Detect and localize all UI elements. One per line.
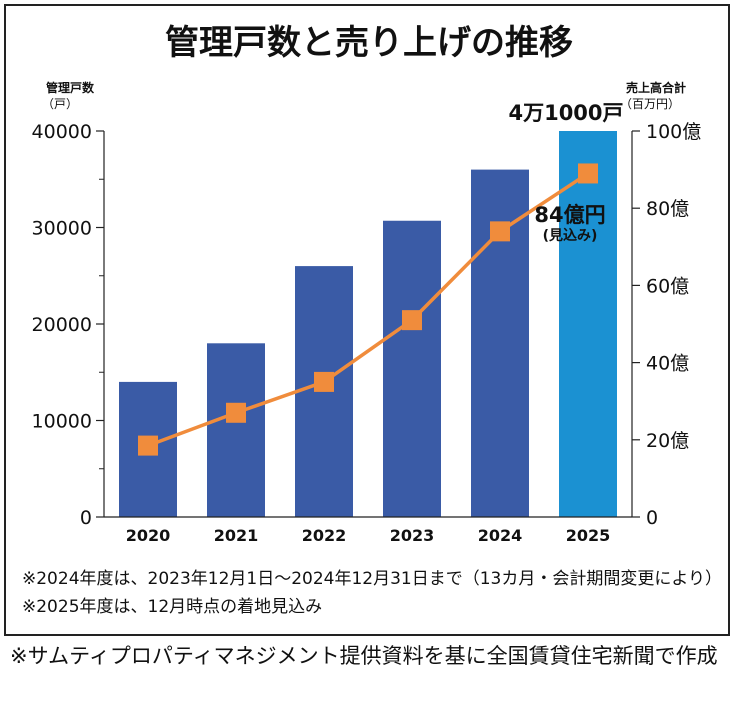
chart-title: 管理戸数と売り上げの推移	[165, 23, 573, 63]
right-axis-label: 売上高合計	[626, 80, 686, 95]
sales-point-2024	[490, 221, 510, 242]
right-tick-label: 80億	[646, 198, 689, 220]
chart: 管理戸数と売り上げの推移 管理戸数 （戸） 売上高合計 （百万円） 0 10000…	[22, 23, 722, 617]
right-tick-label: 40億	[646, 353, 689, 375]
bar-2025	[559, 131, 617, 517]
bar-2021	[207, 343, 265, 517]
sales-point-2022	[314, 371, 334, 392]
right-axis-unit: （百万円）	[620, 97, 680, 111]
sales-point-2023	[402, 310, 422, 331]
sales-point-2021	[226, 402, 246, 423]
right-tick-label: 60億	[646, 275, 689, 297]
x-tick-label: 2021	[214, 526, 259, 545]
x-tick-label: 2023	[390, 526, 435, 545]
bar-2023	[383, 220, 441, 517]
sales-point-2020	[138, 435, 158, 456]
x-tick-label: 2024	[478, 526, 523, 545]
left-axis-unit: （戸）	[42, 97, 78, 111]
left-tick-label: 40000	[32, 121, 92, 143]
chart-note-1: ※2024年度は、2023年12月1日〜2024年12月31日まで（13カ月・会…	[22, 569, 722, 589]
chart-note-2: ※2025年度は、12月時点の着地見込み	[22, 597, 322, 617]
x-tick-label: 2020	[126, 526, 171, 545]
line-2025-annotation: 84億円	[534, 203, 605, 227]
left-axis-label: 管理戸数	[46, 80, 95, 95]
right-tick-label: 100億	[646, 121, 701, 143]
x-tick-label: 2022	[302, 526, 347, 545]
right-tick-label: 0	[646, 507, 658, 529]
left-tick-label: 0	[80, 507, 92, 529]
sales-line	[147, 171, 589, 448]
right-tick-label: 20億	[646, 430, 689, 452]
x-tick-label: 2025	[566, 526, 611, 545]
line-2025-annotation-note: (見込み)	[543, 227, 598, 244]
source-note: ※サムティプロパティマネジメント提供資料を基に全国賃貸住宅新聞で作成	[10, 644, 718, 668]
sales-point-2025	[578, 163, 598, 184]
left-tick-label: 20000	[32, 314, 92, 336]
bar-2025-annotation: 4万1000戸	[508, 101, 623, 125]
left-tick-label: 10000	[32, 411, 92, 433]
left-tick-label: 30000	[32, 218, 92, 240]
